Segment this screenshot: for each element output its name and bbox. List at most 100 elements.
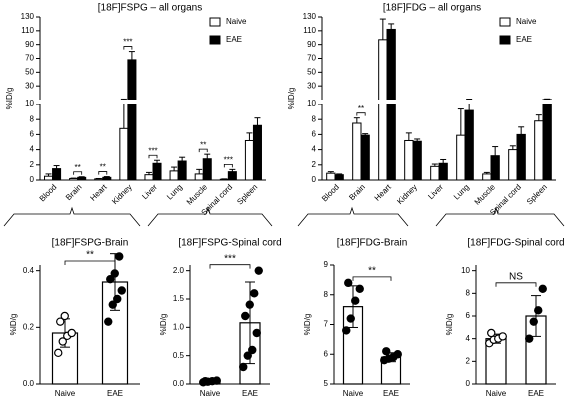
y-tick-label: 130 — [21, 12, 35, 21]
bar — [508, 149, 518, 181]
y-tick-label: 9 — [324, 260, 329, 269]
x-tick-label: Brain — [64, 183, 84, 203]
data-point — [60, 311, 69, 321]
y-tick-label: 0.0 — [173, 379, 185, 388]
data-point — [534, 306, 543, 315]
data-point — [346, 314, 355, 323]
bar — [464, 109, 474, 181]
bracket — [297, 206, 409, 227]
y-tick-label: 0.0 — [23, 379, 35, 388]
y-tick-label: 8 — [324, 290, 329, 299]
significance-label: NS — [509, 271, 523, 282]
data-point — [241, 311, 250, 321]
x-tick-label: Blood — [320, 183, 341, 204]
y-tick-label: 0.2 — [23, 322, 35, 331]
bar — [378, 39, 388, 181]
bar — [326, 172, 336, 181]
data-point — [56, 317, 65, 326]
y-axis-label: %ID/g — [9, 314, 18, 336]
y-tick-label: 50 — [307, 67, 316, 76]
x-tick-label: Muscle — [473, 182, 498, 207]
data-point — [487, 328, 496, 338]
axis-break-gap — [316, 100, 558, 104]
chart-title: [18F]FSPG-Spinal cord — [178, 238, 281, 249]
bar — [360, 134, 370, 181]
data-point — [498, 332, 507, 341]
chart-title: [18F]FSPG-Brain — [52, 238, 129, 249]
x-tick-label: EAE — [383, 389, 399, 398]
bracket — [435, 206, 565, 227]
chart-title: [18F]FDG – all organs — [383, 3, 481, 14]
chart-title: [18F]FDG-Brain — [337, 238, 408, 249]
y-tick-label: 0 — [30, 175, 35, 184]
data-point — [393, 350, 402, 359]
y-tick-label: 70 — [25, 54, 34, 63]
y-tick-label: 0 — [312, 175, 317, 184]
data-point — [201, 376, 210, 386]
significance-label: *** — [224, 253, 236, 264]
y-tick-label: 2 — [466, 356, 471, 365]
y-axis-label: %ID/g — [287, 88, 296, 110]
significance-bracket — [123, 46, 133, 50]
bar — [542, 99, 552, 181]
y-tick-label: 10 — [461, 266, 470, 275]
y-axis-label: %ID/g — [159, 314, 168, 336]
axis-break-gap — [34, 100, 268, 104]
bar — [482, 173, 492, 181]
bar — [456, 134, 466, 181]
bracket — [3, 206, 141, 227]
bar — [44, 175, 54, 181]
y-tick-label: 10 — [25, 99, 34, 108]
x-tick-label: Blood — [38, 183, 59, 204]
x-tick-label: Brain — [347, 183, 367, 203]
x-tick-label: Heart — [373, 182, 394, 203]
significance-bracket — [73, 171, 83, 175]
y-tick-label: 90 — [307, 40, 316, 49]
bar — [386, 28, 396, 181]
x-tick-label: EAE — [528, 389, 544, 398]
y-tick-label: 4 — [312, 145, 317, 154]
chart-title: [18F]FDG-Spinal cord — [467, 238, 564, 249]
significance-label: ** — [358, 104, 364, 113]
y-tick-label: 70 — [307, 54, 316, 63]
data-point — [254, 266, 263, 275]
y-tick-label: 110 — [21, 26, 34, 35]
bar — [127, 59, 137, 181]
significance-label: *** — [224, 155, 233, 164]
x-tick-label: Kidney — [110, 183, 134, 207]
y-tick-label: 0.4 — [23, 266, 35, 275]
x-tick-label: Naive — [200, 389, 221, 398]
bracket — [147, 206, 273, 227]
panel-brackets — [3, 206, 565, 227]
x-tick-label: Muscle — [185, 182, 210, 207]
significance-label: ** — [86, 250, 94, 261]
y-axis-label: %ID/g — [303, 314, 312, 336]
significance-label: ** — [75, 163, 81, 172]
bar — [352, 122, 362, 181]
x-tick-label: EAE — [107, 389, 123, 398]
legend-label: EAE — [226, 35, 242, 44]
bar — [152, 162, 162, 181]
y-tick-label: 7 — [324, 320, 329, 329]
y-tick-label: 130 — [303, 12, 317, 21]
legend-swatch — [499, 17, 511, 27]
x-tick-label: Lung — [452, 183, 471, 202]
significance-label: *** — [148, 146, 157, 155]
data-point — [250, 289, 259, 298]
y-tick-label: 6 — [466, 311, 471, 320]
y-tick-label: 8 — [312, 114, 317, 123]
bar — [177, 160, 187, 181]
data-point — [212, 376, 221, 385]
significance-bracket — [223, 163, 233, 168]
data-point — [252, 328, 261, 338]
y-tick-label: 110 — [303, 26, 316, 35]
x-tick-label: Spleen — [525, 183, 549, 207]
significance-bracket — [495, 282, 537, 287]
significance-bracket — [209, 264, 251, 269]
significance-bracket — [64, 260, 116, 265]
bar — [52, 168, 62, 181]
y-tick-label: 10 — [307, 99, 316, 108]
y-tick-label: 4 — [466, 334, 471, 343]
data-point — [525, 334, 534, 343]
